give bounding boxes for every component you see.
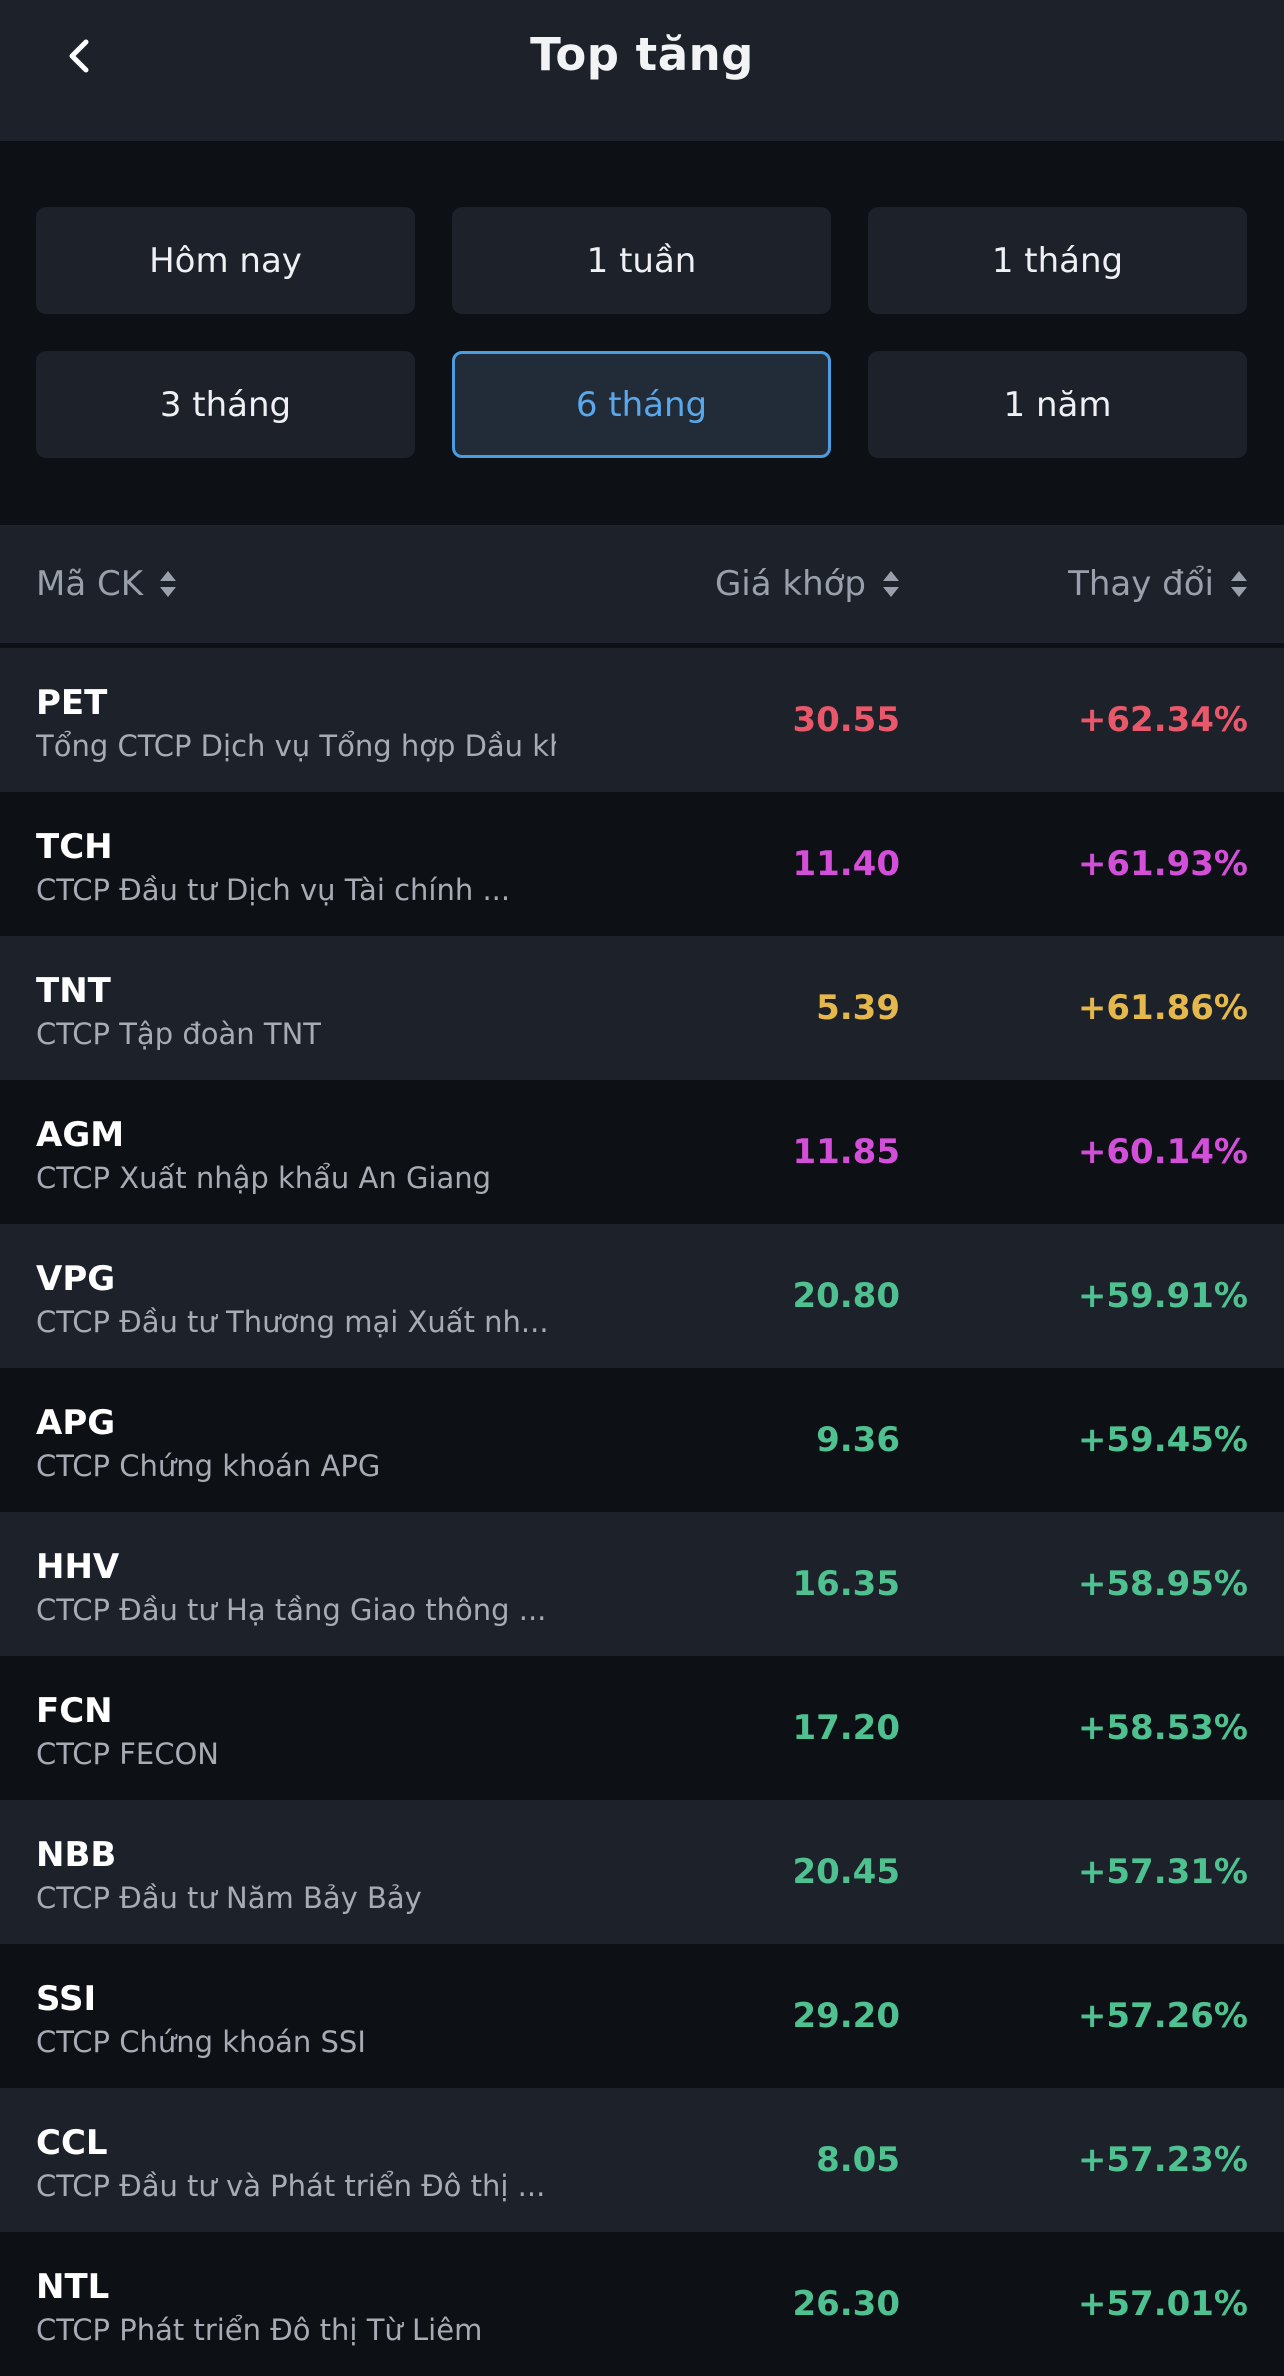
company-name: CTCP Tập đoàn TNT <box>36 1017 321 1051</box>
price-change: +62.34% <box>1077 700 1248 740</box>
back-button[interactable] <box>48 24 112 88</box>
stock-symbol: VPG <box>36 1259 116 1299</box>
column-header-price[interactable]: Giá khớp <box>715 525 900 643</box>
filter-1-year[interactable]: 1 năm <box>868 351 1247 458</box>
match-price: 8.05 <box>816 2140 900 2180</box>
match-price: 9.36 <box>816 1420 900 1460</box>
filter-1-week[interactable]: 1 tuần <box>452 207 831 314</box>
stock-symbol: CCL <box>36 2123 108 2163</box>
match-price: 11.85 <box>792 1132 900 1172</box>
price-change: +57.26% <box>1077 1996 1248 2036</box>
column-header-change-label: Thay đổi <box>1068 564 1214 604</box>
match-price: 5.39 <box>816 988 900 1028</box>
table-row[interactable]: APG CTCP Chứng khoán APG 9.36 +59.45% <box>0 1368 1284 1512</box>
price-change: +59.91% <box>1077 1276 1248 1316</box>
price-change: +61.93% <box>1077 844 1248 884</box>
company-name: CTCP Phát triển Đô thị Từ Liêm <box>36 2313 483 2347</box>
match-price: 30.55 <box>792 700 900 740</box>
table-row[interactable]: PET Tổng CTCP Dịch vụ Tổng hợp Dầu khí 30.… <box>0 648 1284 792</box>
table-row[interactable]: TCH CTCP Đầu tư Dịch vụ Tài chính ... 11.4… <box>0 792 1284 936</box>
match-price: 17.20 <box>792 1708 900 1748</box>
table-row[interactable]: NTL CTCP Phát triển Đô thị Từ Liêm 26.30 +5… <box>0 2232 1284 2376</box>
company-name: CTCP Chứng khoán APG <box>36 1449 381 1483</box>
stock-symbol: NBB <box>36 1835 117 1875</box>
price-change: +60.14% <box>1077 1132 1248 1172</box>
table-row[interactable]: TNT CTCP Tập đoàn TNT 5.39 +61.86% <box>0 936 1284 1080</box>
price-change: +57.23% <box>1077 2140 1248 2180</box>
match-price: 20.45 <box>792 1852 900 1892</box>
price-change: +58.53% <box>1077 1708 1248 1748</box>
sort-updown-icon <box>159 569 177 599</box>
stock-symbol: APG <box>36 1403 116 1443</box>
table-row[interactable]: AGM CTCP Xuất nhập khẩu An Giang 11.85 +60.… <box>0 1080 1284 1224</box>
column-header-symbol[interactable]: Mã CK <box>36 525 177 643</box>
stock-symbol: TCH <box>36 827 113 867</box>
price-change: +59.45% <box>1077 1420 1248 1460</box>
price-change: +61.86% <box>1077 988 1248 1028</box>
company-name: CTCP Đầu tư Dịch vụ Tài chính ... <box>36 873 511 907</box>
company-name: CTCP FECON <box>36 1737 219 1771</box>
company-name: CTCP Đầu tư Thương mại Xuất nh... <box>36 1305 549 1339</box>
table-row[interactable]: FCN CTCP FECON 17.20 +58.53% <box>0 1656 1284 1800</box>
company-name: CTCP Xuất nhập khẩu An Giang <box>36 1161 492 1195</box>
stock-symbol: TNT <box>36 971 111 1011</box>
stock-symbol: AGM <box>36 1115 125 1155</box>
company-name: CTCP Chứng khoán SSI <box>36 2025 366 2059</box>
company-name: CTCP Đầu tư Hạ tầng Giao thông ... <box>36 1593 547 1627</box>
match-price: 26.30 <box>792 2284 900 2324</box>
column-header-symbol-label: Mã CK <box>36 564 144 604</box>
filter-today[interactable]: Hôm nay <box>36 207 415 314</box>
company-name: Tổng CTCP Dịch vụ Tổng hợp Dầu khí <box>36 729 556 763</box>
column-header-change[interactable]: Thay đổi <box>1068 525 1248 643</box>
price-change: +57.01% <box>1077 2284 1248 2324</box>
stock-symbol: PET <box>36 683 108 723</box>
table-row[interactable]: NBB CTCP Đầu tư Năm Bảy Bảy 20.45 +57.31% <box>0 1800 1284 1944</box>
company-name: CTCP Đầu tư Năm Bảy Bảy <box>36 1881 422 1915</box>
filter-1-month[interactable]: 1 tháng <box>868 207 1247 314</box>
column-header-price-label: Giá khớp <box>714 564 866 604</box>
match-price: 16.35 <box>792 1564 900 1604</box>
page-title: Top tăng <box>530 28 754 81</box>
price-change: +58.95% <box>1077 1564 1248 1604</box>
match-price: 20.80 <box>792 1276 900 1316</box>
filter-3-months[interactable]: 3 tháng <box>36 351 415 458</box>
sort-updown-icon <box>1230 569 1248 599</box>
stock-symbol: NTL <box>36 2267 110 2307</box>
stock-symbol: FCN <box>36 1691 113 1731</box>
stock-symbol: SSI <box>36 1979 97 2019</box>
match-price: 29.20 <box>792 1996 900 2036</box>
sort-updown-icon <box>882 569 900 599</box>
table-row[interactable]: SSI CTCP Chứng khoán SSI 29.20 +57.26% <box>0 1944 1284 2088</box>
match-price: 11.40 <box>792 844 900 884</box>
top-bar: Top tăng <box>0 0 1284 141</box>
company-name: CTCP Đầu tư và Phát triển Đô thị ... <box>36 2169 546 2203</box>
table-row[interactable]: CCL CTCP Đầu tư và Phát triển Đô thị ... 8… <box>0 2088 1284 2232</box>
stock-list: PET Tổng CTCP Dịch vụ Tổng hợp Dầu khí 30.… <box>0 648 1284 2376</box>
table-row[interactable]: VPG CTCP Đầu tư Thương mại Xuất nh... 20.8… <box>0 1224 1284 1368</box>
filter-6-months[interactable]: 6 tháng <box>452 351 831 458</box>
table-header: Mã CK Giá khớp Thay đổi <box>0 525 1284 643</box>
period-filter-group: Hôm nay 1 tuần 1 tháng 3 tháng 6 tháng 1… <box>36 207 1248 458</box>
table-row[interactable]: HHV CTCP Đầu tư Hạ tầng Giao thông ... 16.… <box>0 1512 1284 1656</box>
chevron-left-icon <box>69 39 89 73</box>
stock-symbol: HHV <box>36 1547 120 1587</box>
price-change: +57.31% <box>1077 1852 1248 1892</box>
